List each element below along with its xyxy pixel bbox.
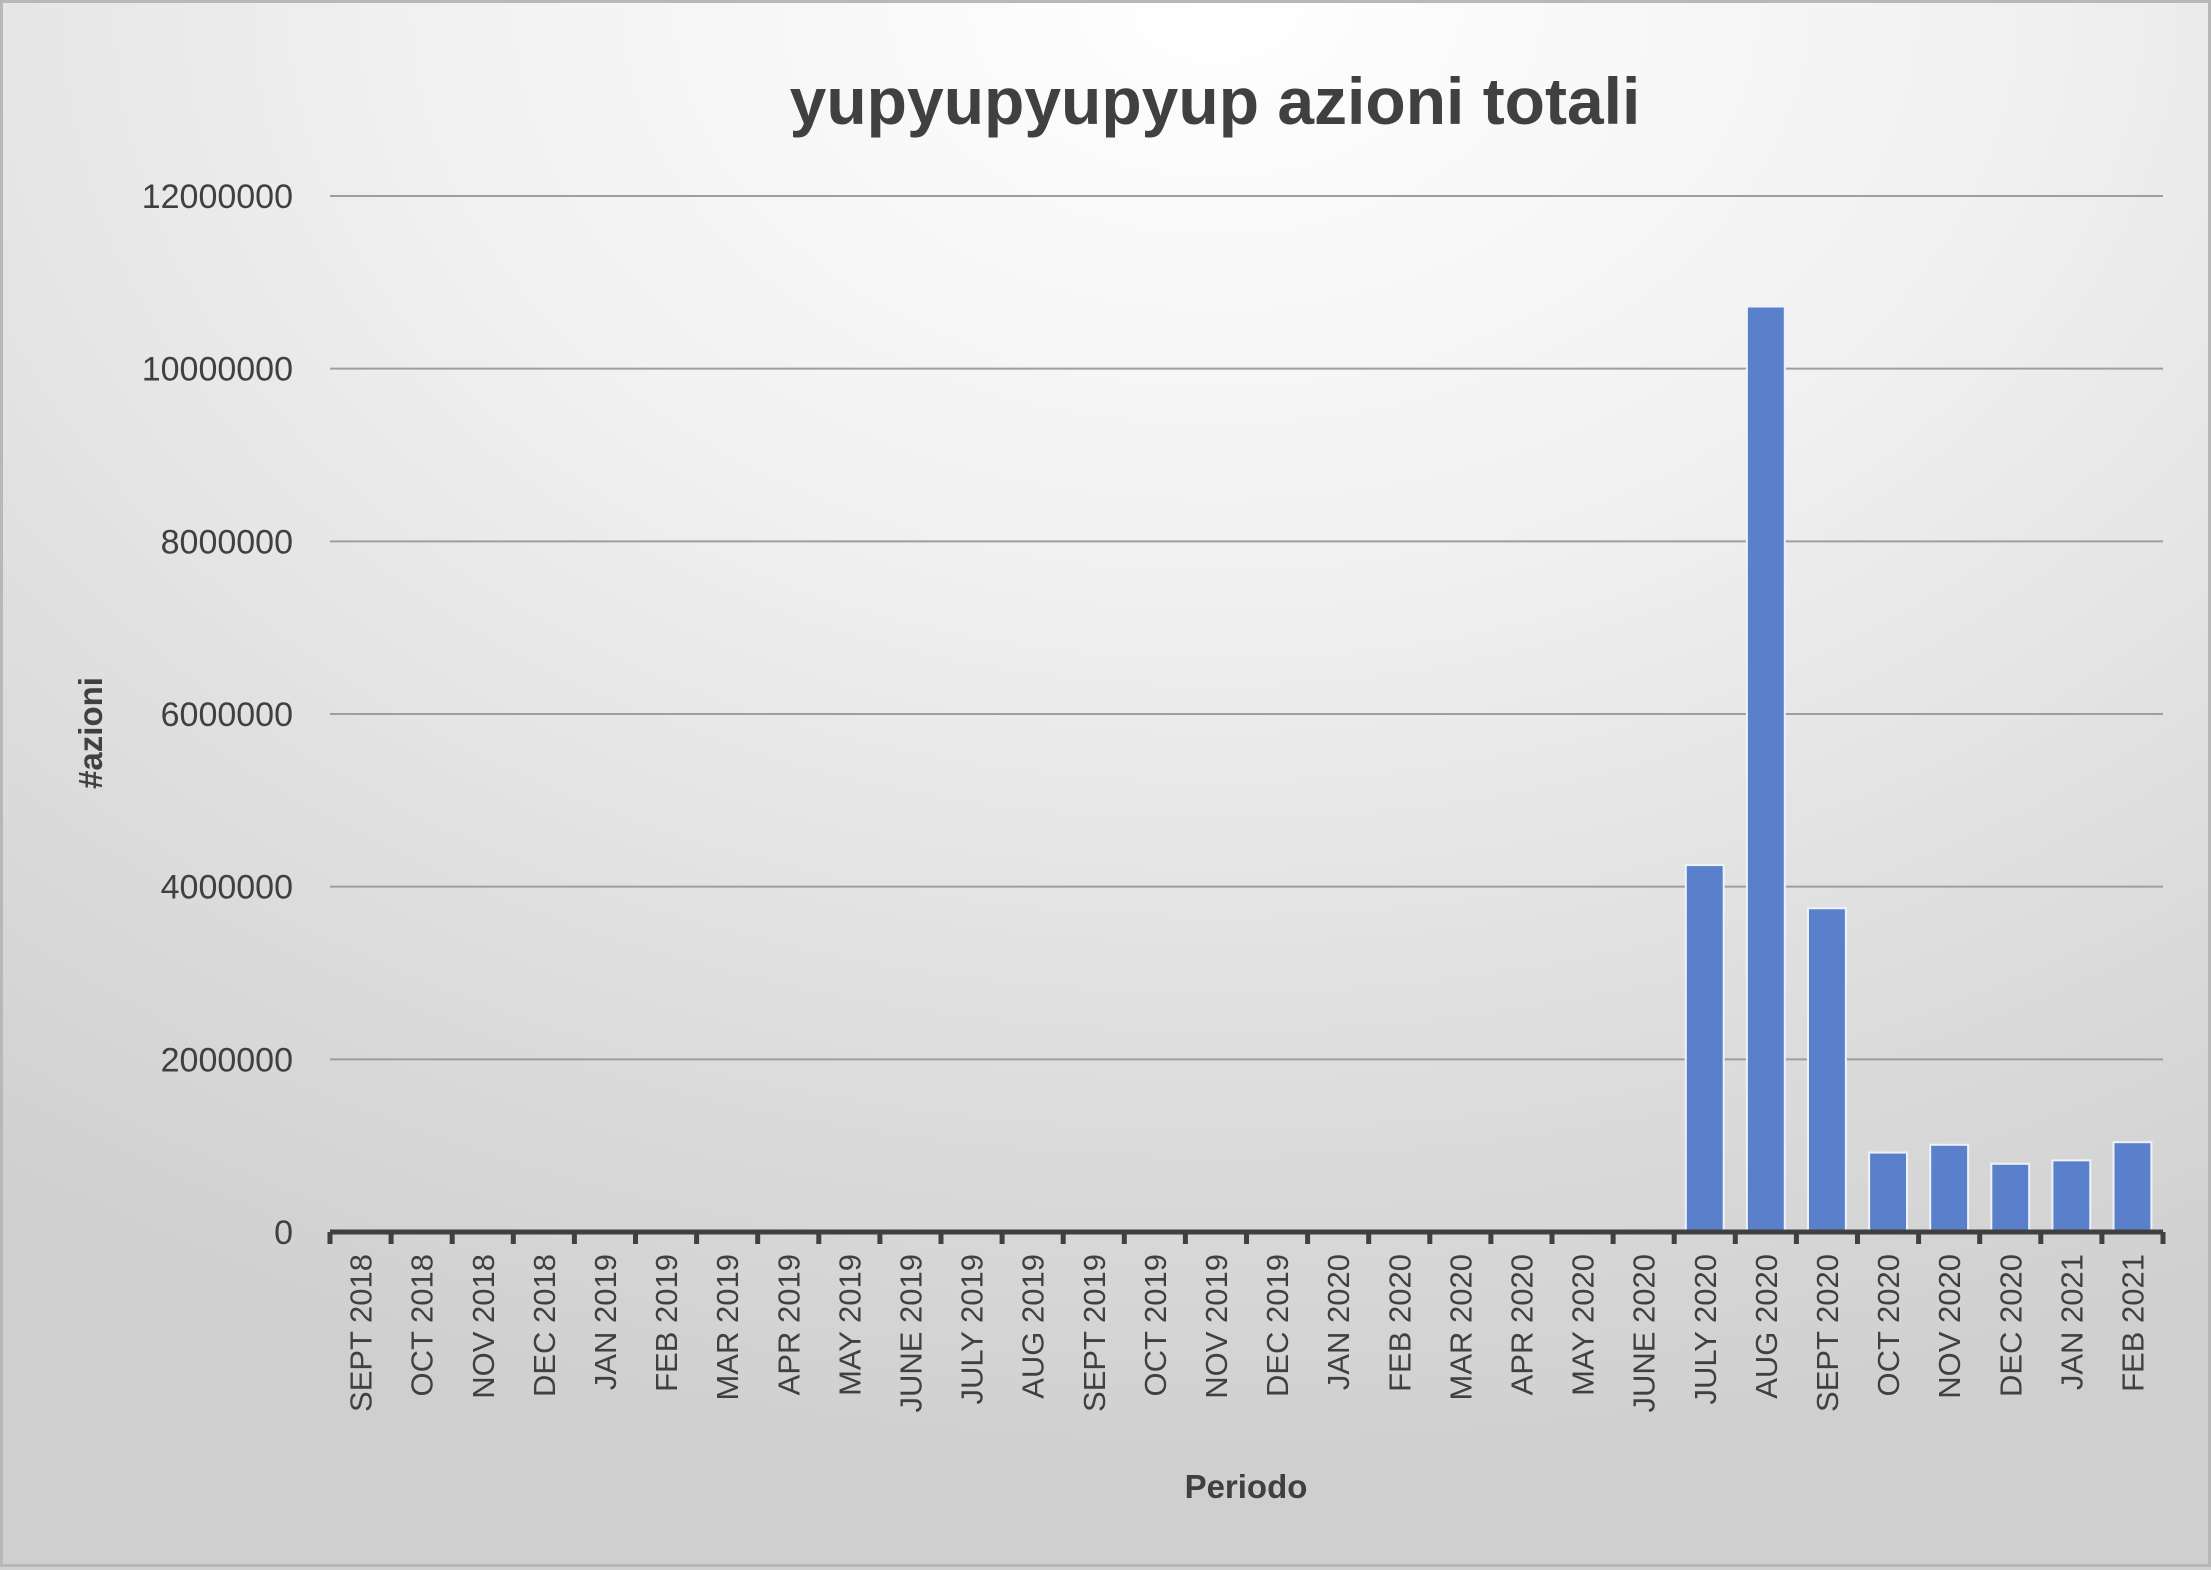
y-tick-label: 2000000 <box>161 1041 293 1079</box>
x-tick-label: MAY 2020 <box>1566 1254 1601 1396</box>
x-tick-label: FEB 2021 <box>2115 1254 2150 1392</box>
x-tick-label: FEB 2020 <box>1382 1254 1417 1392</box>
x-tick-label: APR 2019 <box>771 1254 806 1395</box>
y-axis-label: #azioni <box>72 677 109 789</box>
bar <box>1684 864 1725 1233</box>
x-tick-label: MAY 2019 <box>832 1254 867 1396</box>
x-tick-label: JULY 2020 <box>1688 1254 1723 1405</box>
x-tick-label: OCT 2018 <box>405 1254 440 1396</box>
x-tick-label: DEC 2020 <box>1993 1254 2028 1397</box>
x-axis-ticks: SEPT 2018 OCT 2018 NOV 2018 DEC 2018 JAN 201… <box>344 1254 2151 1413</box>
x-tick-label: AUG 2020 <box>1749 1254 1784 1399</box>
x-tick-label: SEPT 2018 <box>344 1254 379 1412</box>
chart-title: yupyupyupyup azioni totali <box>790 64 1641 138</box>
x-axis-label: Periodo <box>1185 1468 1308 1505</box>
bar <box>1929 1143 1970 1234</box>
x-tick-label: OCT 2019 <box>1138 1254 1173 1396</box>
x-tick-label: SEPT 2020 <box>1810 1254 1845 1412</box>
y-axis-ticks: 0 2000000 4000000 6000000 8000000 10000000 120… <box>142 178 293 1252</box>
x-tick-label: FEB 2019 <box>649 1254 684 1392</box>
x-tick-label: DEC 2018 <box>527 1254 562 1397</box>
x-tick-label: NOV 2020 <box>1932 1254 1967 1399</box>
x-tick-label: MAR 2020 <box>1443 1254 1478 1400</box>
x-tick-label: JUNE 2019 <box>893 1254 928 1413</box>
bars <box>1684 305 2153 1234</box>
bar <box>1990 1162 2031 1233</box>
x-tick-label: OCT 2020 <box>1871 1254 1906 1396</box>
x-tick-label: DEC 2019 <box>1260 1254 1295 1397</box>
x-tick-label: APR 2020 <box>1504 1254 1539 1395</box>
bar <box>2051 1159 2092 1234</box>
bar-chart: yupyupyupyup azioni totali 0 2000000 40000… <box>72 64 2166 1505</box>
y-tick-label: 10000000 <box>142 351 293 389</box>
bar <box>2112 1141 2153 1234</box>
bar <box>1807 907 1847 1233</box>
x-tick-label: NOV 2019 <box>1199 1254 1234 1399</box>
y-tick-label: 8000000 <box>161 523 293 561</box>
y-tick-label: 0 <box>274 1214 293 1252</box>
x-tick-label: JAN 2019 <box>588 1254 623 1390</box>
y-tick-label: 12000000 <box>142 178 293 216</box>
x-tick-label: JUNE 2020 <box>1627 1254 1662 1413</box>
x-tick-label: JULY 2019 <box>955 1254 990 1405</box>
x-tick-label: SEPT 2019 <box>1077 1254 1112 1412</box>
x-tick-label: MAR 2019 <box>710 1254 745 1400</box>
bar <box>1745 305 1786 1233</box>
x-tick-label: NOV 2018 <box>466 1254 501 1399</box>
x-tick-label: JAN 2020 <box>1321 1254 1356 1390</box>
y-tick-label: 4000000 <box>161 869 293 907</box>
y-tick-label: 6000000 <box>161 696 293 734</box>
gridlines <box>330 195 2163 1061</box>
bar <box>1868 1151 1908 1234</box>
x-axis <box>327 1229 2166 1244</box>
x-tick-label: JAN 2021 <box>2054 1254 2089 1390</box>
x-tick-label: AUG 2019 <box>1016 1254 1051 1399</box>
